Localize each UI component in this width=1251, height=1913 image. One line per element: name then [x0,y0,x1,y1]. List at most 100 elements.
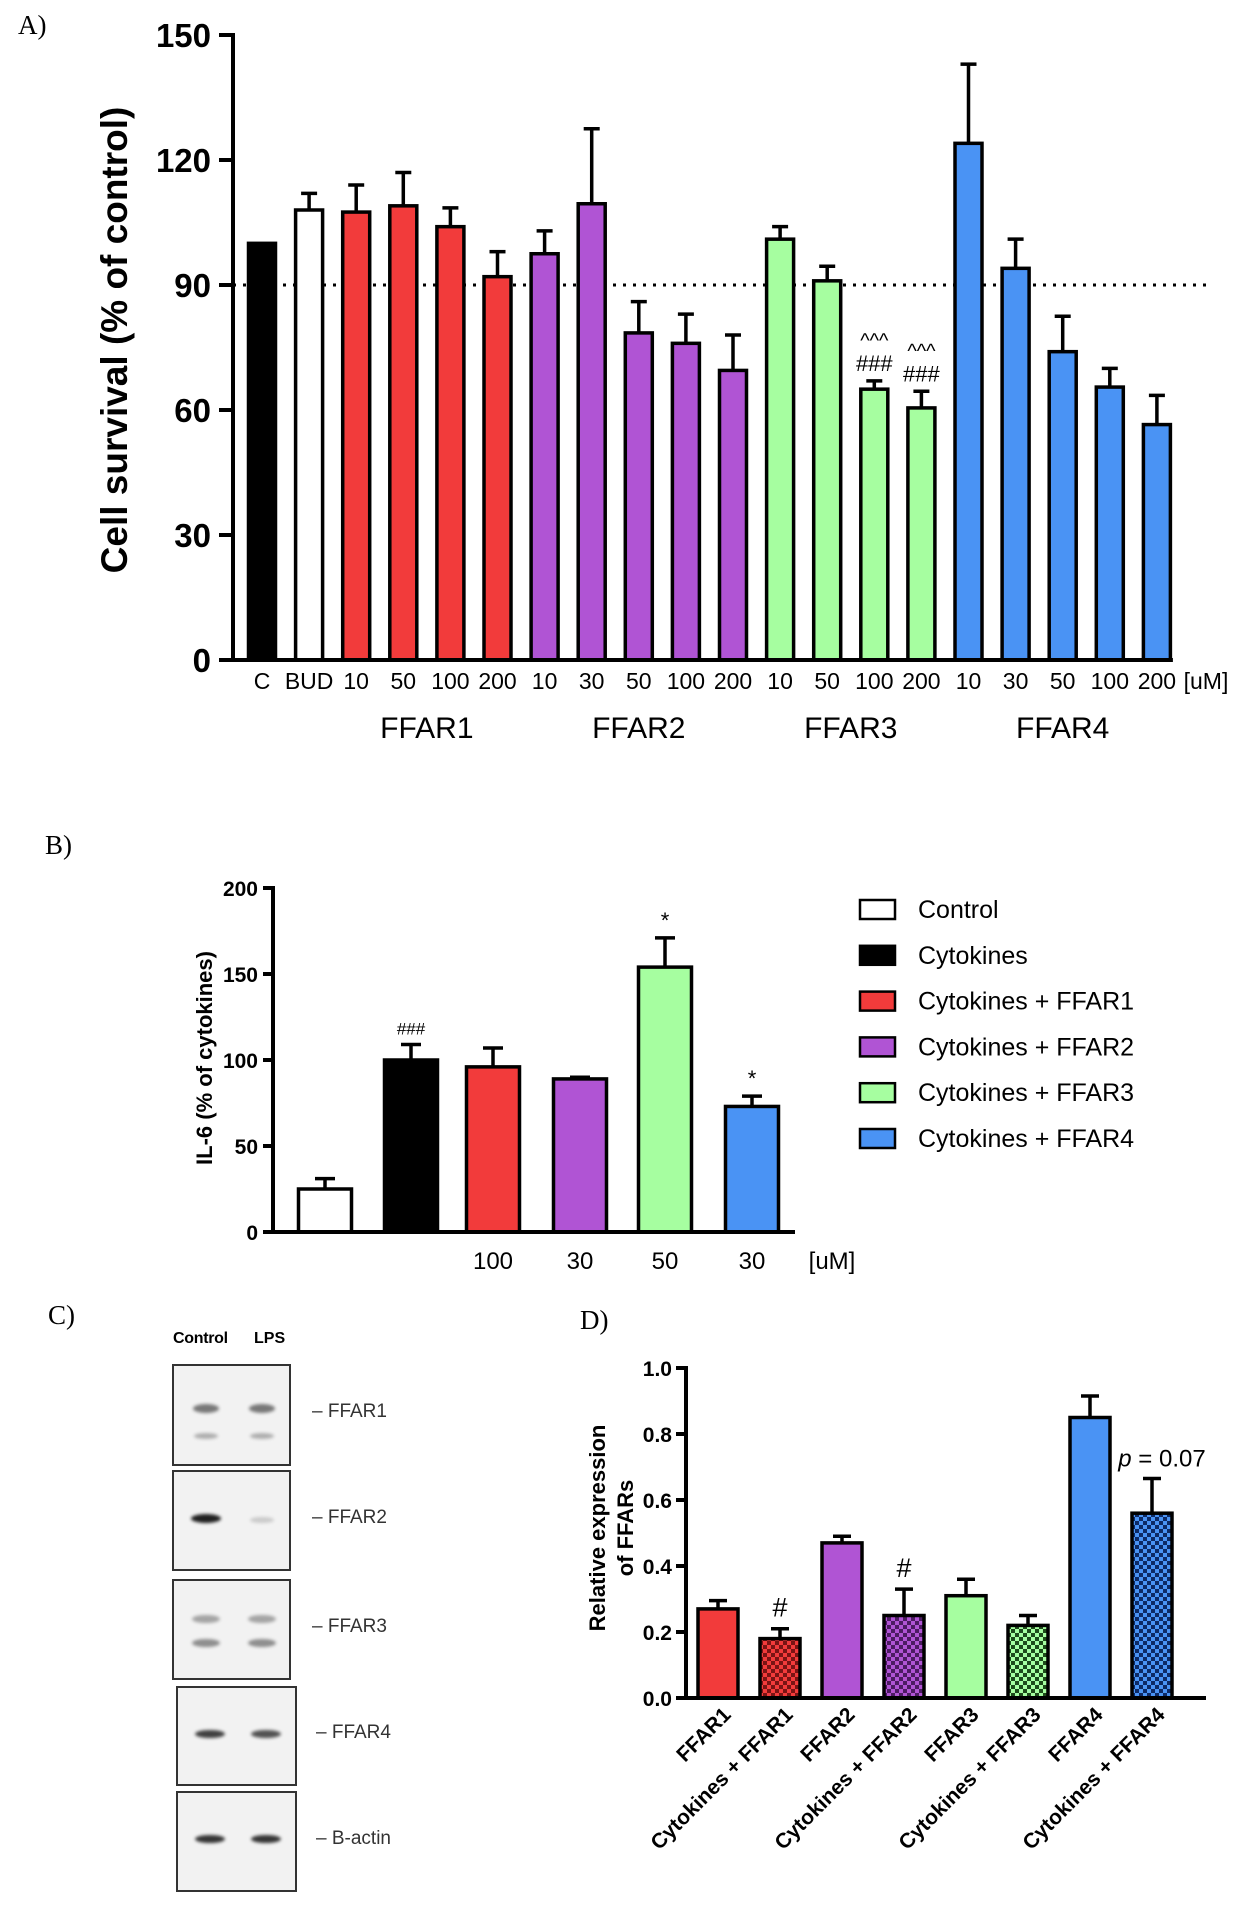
blot-protein-label: – FFAR2 [312,1506,387,1528]
x-tick-label-b: 30 [739,1248,766,1275]
y-tick-label-d: 0.2 [643,1622,672,1645]
bar-b [636,965,694,1234]
y-tick-label-d: 0.0 [643,1688,672,1711]
y-axis-label-a: Cell survival (% of control) [94,107,135,574]
y-tick-label-a: 150 [156,17,211,54]
bar-d [1130,1511,1174,1700]
y-tick-label-b: 150 [223,964,258,987]
bar-a [811,279,843,662]
annotation-hash-a: ### [903,361,940,386]
legend-label-b: Cytokines + FFAR4 [918,1125,1134,1153]
blot-box [172,1364,291,1466]
bar-b [296,1187,354,1234]
y-axis-label-d-line2: of FFARs [613,1480,638,1577]
y-tick-label-a: 60 [174,392,211,429]
bar-a [435,224,466,662]
bar-b [723,1104,781,1234]
x-tick-label-a: 50 [391,668,417,694]
y-tick-label-a: 0 [193,642,211,679]
legend-swatch-b [858,1127,897,1150]
blot-box [176,1686,297,1786]
bar-a [340,210,372,662]
blot-band [195,1835,225,1843]
annotation-pvalue-value: = 0.07 [1132,1446,1206,1473]
y-tick-label-d: 1.0 [643,1358,672,1381]
chart-b-il6: 0 50 100 150 200 100 30 50 30 [uM] ### * * IL-6 (% of… [192,878,1134,1275]
y-tick-label-b: 50 [235,1136,258,1159]
annotation-b: ### [397,1020,426,1039]
x-tick-label-a: 10 [532,668,558,694]
blot-band [194,1433,218,1439]
bar-a [717,368,749,662]
bar-d [1006,1623,1050,1700]
x-tick-label-a: 50 [626,668,652,694]
bar-a [1141,422,1173,662]
annotation-pvalue-p: p [1117,1446,1131,1473]
panel-label-b: B) [45,830,72,860]
y-tick-label-d: 0.8 [643,1424,673,1447]
x-tick-label-b: 100 [473,1248,513,1275]
blot-band [250,1517,274,1523]
x-tick-label-a: 30 [579,668,605,694]
blot-band [248,1615,276,1623]
annotation-d: # [896,1553,911,1583]
blot-band [249,1403,275,1413]
bar-d [820,1541,864,1700]
annotation-b: * [661,908,670,933]
y-tick-label-b: 200 [223,878,258,901]
x-tick-label-a: 100 [431,668,469,694]
blot-protein-label: – FFAR3 [312,1615,387,1637]
x-tick-label-a: 200 [902,668,940,694]
bar-d [882,1613,926,1700]
bar-a [623,331,655,662]
blot-box [172,1579,291,1680]
blot-band [248,1639,276,1647]
bar-d [696,1607,740,1700]
y-tick-label-a: 30 [174,517,211,554]
blot-band [250,1433,274,1439]
legend-swatch-b [858,944,897,967]
blot-band [195,1730,225,1738]
panel-label-c: C) [48,1300,75,1330]
bar-d [758,1636,802,1700]
bar-a [246,241,278,662]
y-tick-label-d: 0.4 [643,1556,673,1579]
legend-label-b: Cytokines + FFAR3 [918,1079,1134,1107]
group-label-a: FFAR2 [592,712,685,745]
annotation-b: * [748,1066,757,1091]
legend-label-b: Cytokines + FFAR2 [918,1033,1134,1061]
annotation-pvalue-d: p = 0.07 [1117,1446,1205,1473]
unit-label-b: [uM] [809,1248,856,1275]
group-label-a: FFAR1 [380,712,473,745]
x-tick-label-a: 30 [1003,668,1029,694]
bar-a [953,141,984,662]
legend-swatch-b [858,1036,897,1058]
x-tick-label-a: 50 [814,668,840,694]
x-tick-label-d: FFAR2 [796,1703,859,1766]
blot-lane-control: Control [173,1330,228,1347]
blot-lane-lps: LPS [254,1330,286,1347]
bar-b [382,1058,440,1234]
x-tick-label-a: 200 [478,668,516,694]
blot-band [192,1639,220,1647]
group-label-a: FFAR4 [1016,712,1109,745]
legend-label-b: Cytokines + FFAR1 [918,988,1134,1016]
x-tick-label-a: 10 [767,668,793,694]
legend-swatch-b [858,1081,897,1104]
x-tick-label-a: 100 [855,668,893,694]
panel-label-d: D) [580,1305,609,1335]
blot-band [192,1615,220,1623]
y-tick-label-a: 120 [156,142,211,179]
blot-protein-label: – FFAR1 [312,1401,387,1422]
blot-protein-label: – FFAR4 [316,1722,391,1743]
bar-a [576,202,607,662]
western-blot: Control LPS – FFAR1 – FFAR2 – FFAR3 – FFAR4… [160,1320,490,1910]
y-axis-label-d-line1: Relative expression [585,1425,610,1632]
legend-swatch-b [858,898,897,921]
blot-band [193,1403,219,1413]
x-tick-label-b: 50 [652,1248,679,1275]
blot-band [251,1730,281,1738]
bar-d [944,1593,988,1700]
x-tick-label-a: C [254,668,271,694]
